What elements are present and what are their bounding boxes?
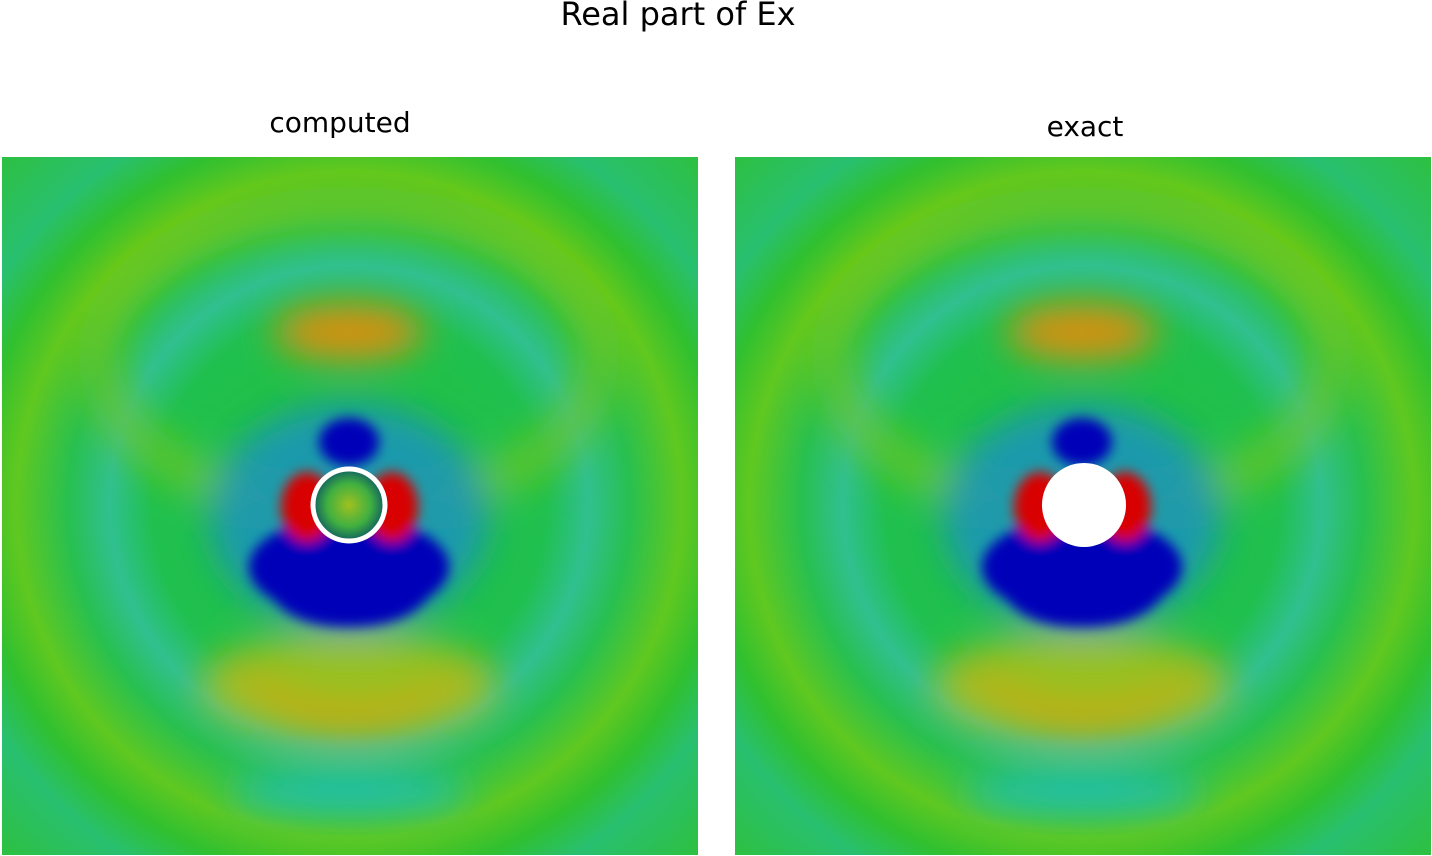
scatterer xyxy=(1042,463,1126,547)
computed-panel xyxy=(2,157,698,855)
panel-label: computed xyxy=(269,106,410,139)
figure-title: Real part of Ex xyxy=(560,0,795,33)
exact-panel xyxy=(735,157,1431,855)
scatterer xyxy=(310,466,388,544)
panel-label: exact xyxy=(1047,110,1124,143)
